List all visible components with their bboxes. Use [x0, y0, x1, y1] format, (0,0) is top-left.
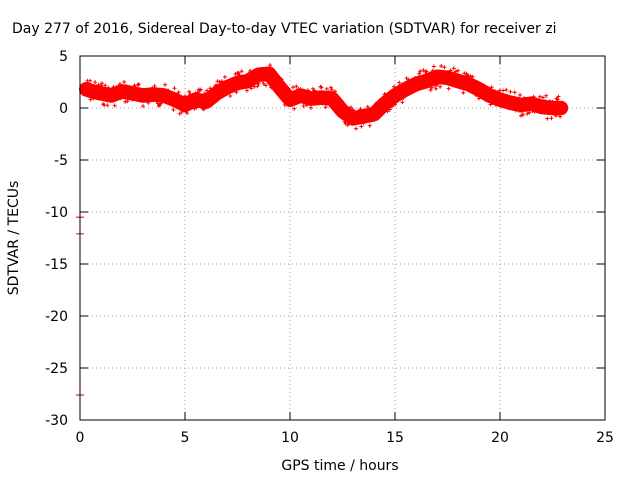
x-tick-label: 15: [386, 430, 404, 446]
y-tick-label: -20: [45, 309, 68, 325]
axis-ticks: [79, 55, 606, 421]
x-tick-label: 25: [596, 430, 614, 446]
y-tick-label: -30: [45, 413, 68, 429]
chart-title: Day 277 of 2016, Sidereal Day-to-day VTE…: [12, 21, 556, 37]
x-tick-label: 0: [76, 430, 85, 446]
y-tick-label: -10: [45, 205, 68, 221]
x-tick-label: 20: [491, 430, 509, 446]
y-tick-label: -15: [45, 257, 68, 273]
y-tick-label: -5: [54, 153, 68, 169]
y-tick-label: 5: [59, 49, 68, 65]
series-points: [84, 63, 563, 131]
series-group: [79, 63, 569, 131]
tick-labels: 0 5 10 15 20 25 5 0 -5 -10 -15 -20 -25 -30: [45, 49, 614, 446]
x-axis-title: GPS time / hours: [281, 458, 398, 474]
y-tick-label: 0: [59, 101, 68, 117]
y-axis-title: SDTVAR / TECUs: [6, 181, 22, 296]
x-tick-label: 10: [281, 430, 299, 446]
grid-lines: [80, 56, 605, 420]
x-tick-label: 5: [181, 430, 190, 446]
y-tick-label: -25: [45, 361, 68, 377]
plot-frame: [79, 55, 606, 421]
